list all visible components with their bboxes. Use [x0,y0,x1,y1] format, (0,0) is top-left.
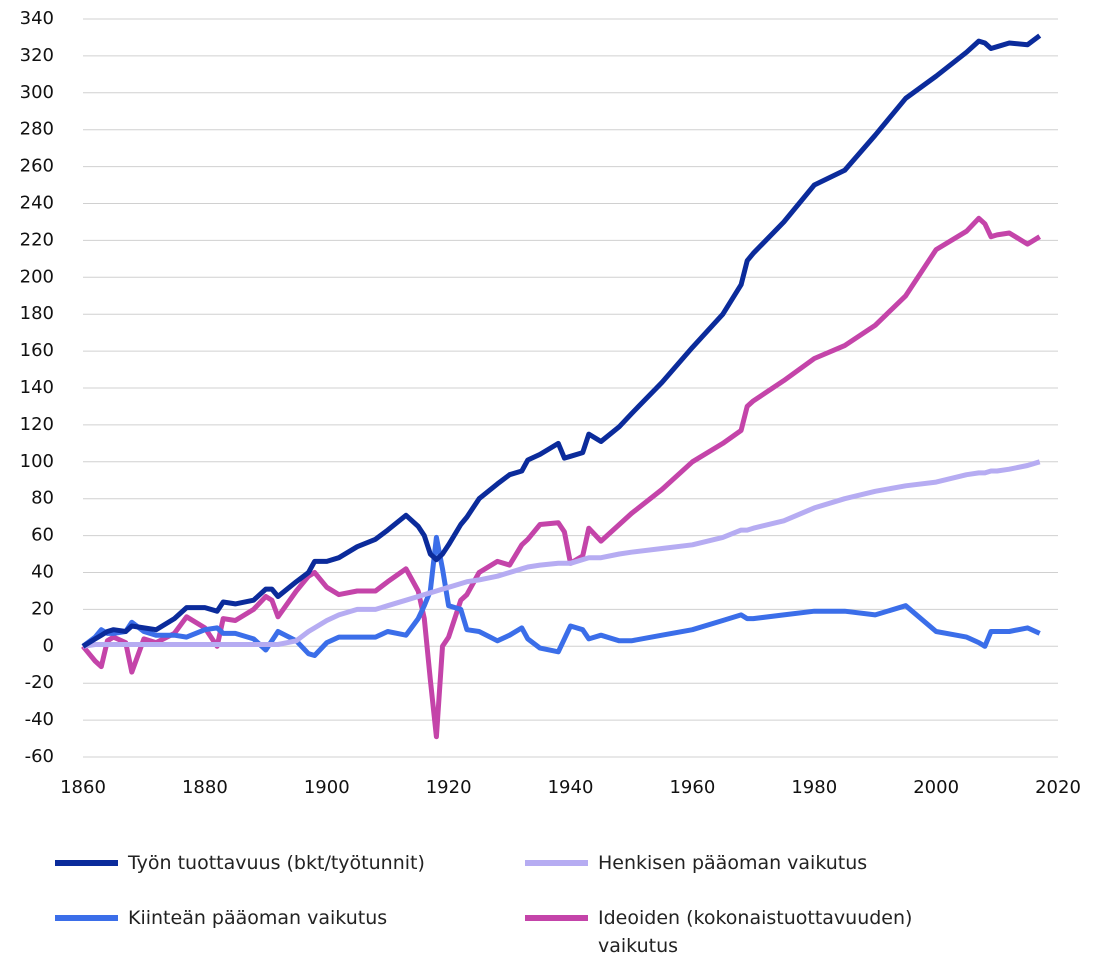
chart: -60 -40 -20 0 20 40 60 80 100 120 140 160 180 200 220 2… [20,8,1081,798]
legend-swatch [525,860,588,866]
y-tick-label: -60 [25,746,54,767]
x-tick-label: 2020 [1035,777,1081,798]
y-tick-label: 220 [20,229,54,250]
series-line [81,33,1042,649]
y-tick-label: 100 [20,451,54,472]
series-line [82,459,1041,649]
legend-label: Kiinteän pääoman vaikutus [128,907,388,929]
x-tick-label: 1880 [182,777,228,798]
series-line [81,215,1041,740]
y-tick-label: 160 [20,340,54,361]
legend-item: Kiinteän pääoman vaikutus [55,904,518,932]
y-tick-label: 320 [20,45,54,66]
legend-item: Ideoiden (kokonaistuottavuuden) vaikutus [525,904,988,960]
x-tick-label: 1860 [60,777,106,798]
y-tick-label: 140 [20,377,54,398]
y-tick-label: 280 [20,119,54,140]
y-tick-label: 60 [31,525,54,546]
y-tick-label: 40 [31,562,54,583]
y-tick-label: 20 [31,598,54,619]
y-tick-label: 180 [20,303,54,324]
y-tick-label: -40 [25,709,54,730]
x-tick-label: 1900 [304,777,350,798]
legend-swatch [55,915,118,921]
y-tick-label: 300 [20,82,54,103]
x-tick-label: 1980 [791,777,837,798]
legend-label: Henkisen pääoman vaikutus [598,852,868,874]
x-tick-label: 1940 [548,777,594,798]
x-tick-label: 1920 [426,777,472,798]
legend-item: Työn tuottavuus (bkt/työtunnit) [55,849,518,877]
y-tick-label: 0 [43,635,54,656]
y-tick-label: -20 [25,672,54,693]
legend-swatch [55,860,118,866]
x-tick-label: 1960 [669,777,715,798]
series-line [81,534,1041,658]
legend-swatch [525,915,588,921]
y-tick-label: 200 [20,266,54,287]
y-tick-label: 340 [20,8,54,29]
legend-label: Työn tuottavuus (bkt/työtunnit) [128,852,425,874]
y-tick-label: 260 [20,156,54,177]
legend-label: Ideoiden (kokonaistuottavuuden) vaikutus [598,907,913,957]
y-tick-label: 80 [31,488,54,509]
y-tick-label: 120 [20,414,54,435]
y-tick-label: 240 [20,193,54,214]
x-tick-label: 2000 [913,777,959,798]
legend-item: Henkisen pääoman vaikutus [525,849,988,877]
